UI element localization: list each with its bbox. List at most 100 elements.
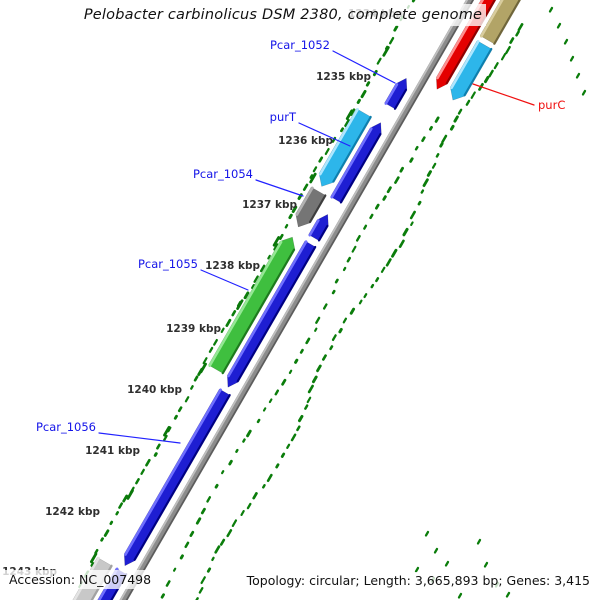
gc-plot-dot <box>162 434 168 442</box>
gene-blue-3-shadow <box>236 245 317 383</box>
gc-plot-dot <box>515 30 520 37</box>
gc-plot-dot <box>375 277 380 283</box>
gene-Pcar_1052[interactable] <box>384 77 408 110</box>
gc-plot-dot <box>211 556 215 562</box>
gc-plot-dot <box>563 38 569 45</box>
leader-line-Pcar_1052 <box>332 50 396 84</box>
ruler-label-1236: 1236 kbp <box>278 135 333 147</box>
gene-Pcar_1053[interactable] <box>330 122 382 204</box>
gc-plot-dot <box>338 327 343 334</box>
gc-plot-dot <box>340 127 345 133</box>
gene-purT[interactable] <box>318 108 372 187</box>
gene-label-Pcar_1056[interactable]: Pcar_1056 <box>36 420 96 434</box>
kbp-tick-dash <box>382 46 390 57</box>
gene-label-purT[interactable]: purT <box>270 110 297 124</box>
gc-plot-dot <box>267 254 271 260</box>
gc-plot-dot <box>388 36 395 45</box>
gene-olive-11-shadow <box>493 0 521 45</box>
gc-plot-dot <box>118 502 123 509</box>
kbp-tick-dash <box>89 552 98 564</box>
gene-Pcar_1054-shadow <box>308 194 327 224</box>
gc-plot-dot <box>195 597 199 600</box>
gene-olive-11-highlight <box>479 0 504 38</box>
gc-plot-dot <box>316 364 322 373</box>
gc-plot-dot <box>435 153 440 158</box>
gc-plot-dot <box>457 108 463 115</box>
gene-label-purC[interactable]: purC <box>538 98 565 112</box>
gene-Pcar_1055[interactable] <box>208 236 296 375</box>
gc-plot-dot <box>500 52 507 61</box>
gc-plot-dot <box>240 510 245 517</box>
gc-plot-dot <box>434 116 440 123</box>
gc-plot-dot <box>235 448 239 453</box>
map-title: Pelobacter carbinolicus DSM 2380, comple… <box>80 4 486 26</box>
gene-label-Pcar_1055[interactable]: Pcar_1055 <box>138 257 198 271</box>
gc-plot-dot <box>376 57 382 65</box>
gc-plot-dot <box>259 264 266 273</box>
gc-plot-dot <box>281 378 287 386</box>
gc-plot-dot <box>246 502 252 510</box>
gc-plot-dot <box>296 425 301 432</box>
gc-plot-dot <box>172 567 177 572</box>
leader-line-purT <box>298 122 351 147</box>
gc-plot-dot <box>173 414 178 420</box>
gc-plot-dot <box>331 289 336 295</box>
gene-features <box>72 0 534 600</box>
gc-plot-dot <box>409 157 414 163</box>
gc-plot-dot <box>363 224 368 230</box>
gc-plot-dot <box>414 145 419 151</box>
gc-plot-dot <box>488 69 494 78</box>
gc-plot-dot <box>465 99 471 106</box>
gc-plot-dot <box>386 186 392 194</box>
gc-plot-dot <box>298 414 304 423</box>
gc-plot-dot <box>505 45 511 55</box>
gc-plot-dot <box>439 142 444 148</box>
gc-plot-dot <box>100 537 104 542</box>
gene-Pcar_1054[interactable] <box>295 186 327 228</box>
gc-plot-dot <box>275 463 280 469</box>
gene-Pcar_1054-highlight <box>295 186 314 216</box>
gc-plot-dot <box>177 406 183 413</box>
gc-plot-dot <box>153 452 158 457</box>
gc-plot-dot <box>221 470 225 475</box>
gc-plot-dot <box>548 6 554 13</box>
gc-plot-dot <box>284 223 289 229</box>
gc-plot-dot <box>273 243 279 251</box>
gc-plot-dot <box>380 266 386 273</box>
gc-plot-dot <box>193 375 199 382</box>
gc-plot-dot <box>280 452 286 458</box>
gene-olive-11[interactable] <box>479 0 534 45</box>
gene-label-Pcar_1054[interactable]: Pcar_1054 <box>193 167 253 181</box>
gc-plot-dot <box>483 561 489 568</box>
gc-plot-dot <box>246 429 252 438</box>
ruler-label-1239: 1239 kbp <box>166 323 221 335</box>
gc-plot-dot <box>115 511 120 516</box>
gc-plot-dot <box>314 327 318 332</box>
gene-label-Pcar_1052[interactable]: Pcar_1052 <box>270 38 330 52</box>
ruler-label-1235: 1235 kbp <box>316 71 371 83</box>
gc-plot-dot <box>322 354 327 361</box>
gc-plot-dot <box>409 210 416 220</box>
gc-plot-dot <box>453 115 459 123</box>
gc-plot-dot <box>382 195 387 201</box>
gene-purC[interactable] <box>450 40 493 101</box>
gc-plot-dot <box>306 396 312 404</box>
gc-plot-dot <box>262 407 267 412</box>
gc-plot-dot <box>90 562 95 567</box>
gc-plot-dot <box>402 227 409 237</box>
gc-plot-dot <box>266 473 273 483</box>
gc-plot-dot <box>370 283 375 289</box>
gc-plot-dot <box>305 337 311 345</box>
gc-plot-dot <box>556 22 562 29</box>
kbp-tick-dash <box>199 362 207 374</box>
kbp-tick-dash <box>272 236 281 247</box>
gc-plot-dot <box>253 275 259 283</box>
ruler-label-1240: 1240 kbp <box>127 384 182 396</box>
gc-plot-dot <box>109 520 114 526</box>
gc-plot-dot <box>318 156 324 163</box>
kbp-tick-dash <box>163 425 171 437</box>
gc-plot-dot <box>231 310 237 317</box>
gc-plot-dot <box>202 357 208 365</box>
